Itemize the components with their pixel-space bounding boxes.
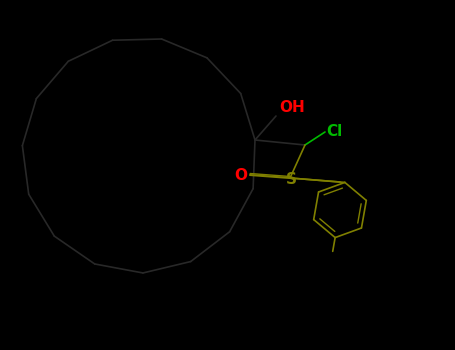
Text: OH: OH — [279, 100, 305, 116]
Text: O: O — [234, 168, 247, 182]
Text: Cl: Cl — [326, 125, 342, 140]
Text: S: S — [285, 172, 297, 187]
